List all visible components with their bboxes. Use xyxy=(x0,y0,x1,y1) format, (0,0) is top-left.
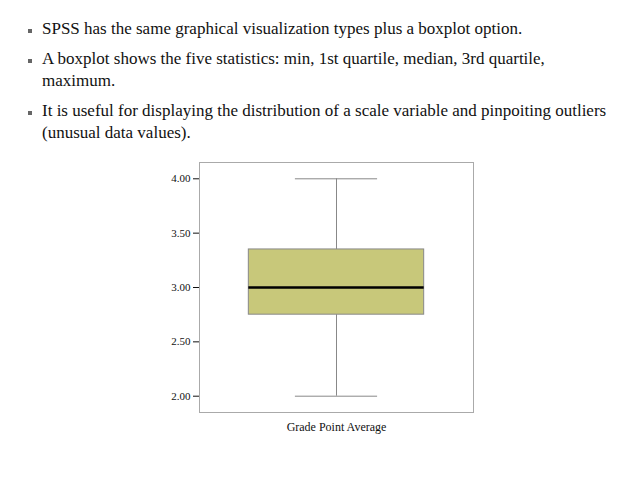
svg-text:Grade Point Average: Grade Point Average xyxy=(287,420,387,434)
svg-text:2.50: 2.50 xyxy=(171,336,191,348)
svg-text:3.50: 3.50 xyxy=(171,227,191,239)
svg-text:3.00: 3.00 xyxy=(171,281,191,293)
html-text:A boxplot shows the five stati: A boxplot shows the five statistics: min… xyxy=(42,49,545,91)
html-text:It is useful for displaying th: It is useful for displaying the distribu… xyxy=(42,101,607,143)
svg-text:4.00: 4.00 xyxy=(171,173,191,185)
html-text:SPSS has the same graphical vi: SPSS has the same graphical visualizatio… xyxy=(42,19,523,38)
svg-text:2.00: 2.00 xyxy=(171,390,191,402)
